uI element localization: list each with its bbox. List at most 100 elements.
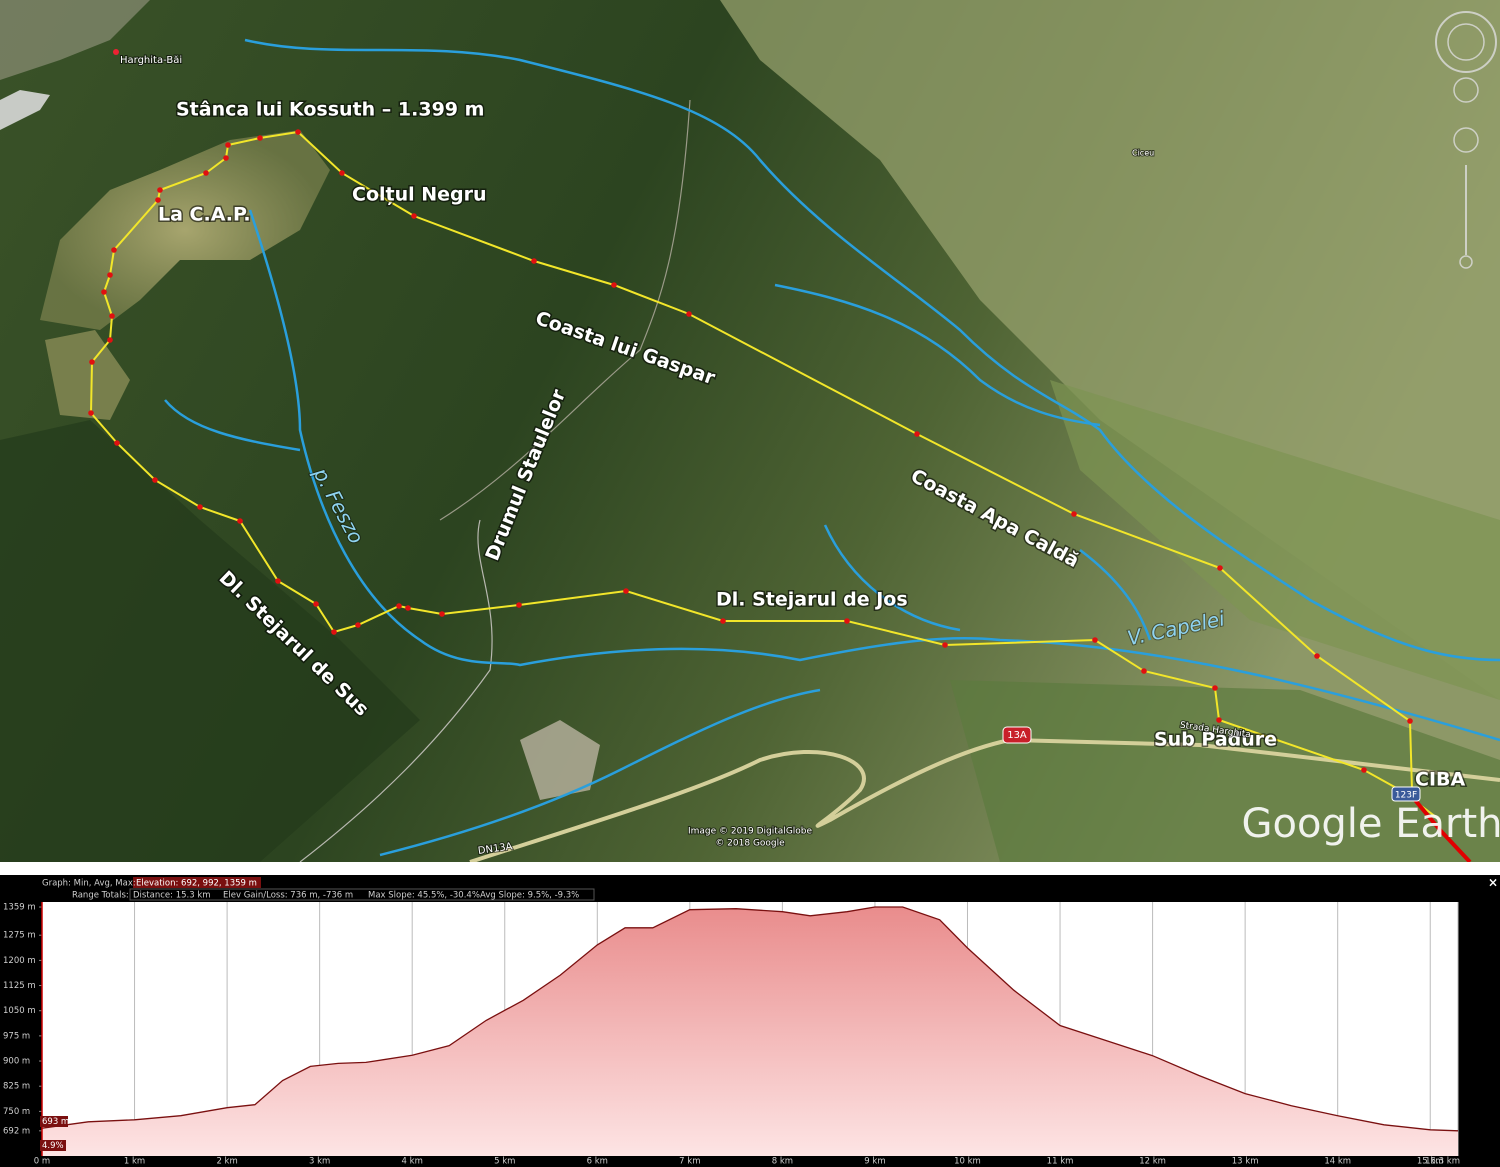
map-label: Colțul Negru	[352, 184, 487, 206]
waypoint	[197, 504, 203, 510]
y-tick-label: 1359 m	[3, 903, 36, 913]
header-value: Elev Gain/Loss: 736 m, -736 m	[223, 891, 353, 901]
waypoint	[411, 213, 417, 219]
waypoint	[516, 602, 522, 608]
map-label: La C.A.P.	[158, 204, 251, 226]
cursor-box	[40, 1116, 68, 1127]
header-label: Graph: Min, Avg, Max:	[42, 879, 136, 889]
attribution: © 2018 Google	[715, 839, 785, 849]
waypoint	[942, 642, 948, 648]
waypoint	[107, 337, 113, 343]
elevation-area	[42, 907, 1458, 1156]
waypoint	[396, 603, 402, 609]
y-tick-label: 900 m	[3, 1057, 30, 1067]
waypoint	[531, 258, 537, 264]
x-tick-label: 5 km	[494, 1157, 515, 1167]
x-tick-label: 11 km	[1047, 1157, 1074, 1167]
river	[164, 399, 301, 452]
waypoint	[1217, 565, 1223, 571]
waypoint	[1216, 717, 1222, 723]
waypoint	[313, 601, 319, 607]
map-label: Sub Padure	[1154, 729, 1277, 751]
y-tick-label: 692 m	[3, 1126, 30, 1136]
x-tick-label: 15.3 km	[1425, 1157, 1460, 1167]
road	[439, 99, 691, 521]
river	[379, 688, 821, 857]
route-end	[1413, 798, 1472, 862]
waypoint	[405, 605, 411, 611]
waypoint	[107, 272, 113, 278]
waypoint	[686, 311, 692, 317]
river	[823, 524, 961, 632]
elevation-line	[41, 906, 1459, 1132]
waypoint	[225, 142, 231, 148]
move-control[interactable]	[1453, 127, 1479, 153]
x-tick-label: 3 km	[309, 1157, 330, 1167]
header-label: Range Totals:	[72, 891, 129, 901]
compass-ring[interactable]	[1435, 11, 1497, 73]
waypoints	[88, 129, 1413, 773]
x-tick-label: 8 km	[772, 1157, 793, 1167]
zoom-out[interactable]	[1459, 255, 1473, 269]
waypoint	[1212, 685, 1218, 691]
attribution: Image © 2019 DigitalGlobe	[688, 827, 813, 837]
waypoint	[275, 578, 281, 584]
waypoint	[257, 135, 263, 141]
x-tick-label: 14 km	[1324, 1157, 1351, 1167]
y-tick-label: 1125 m	[3, 981, 36, 991]
y-tick-label: 825 m	[3, 1082, 30, 1092]
y-tick-label: 750 m	[3, 1107, 30, 1117]
waypoint	[237, 518, 243, 524]
waypoint	[1141, 668, 1147, 674]
road-shield	[1002, 726, 1032, 744]
waypoint	[439, 611, 445, 617]
waypoint	[1071, 511, 1077, 517]
road-shield	[1391, 786, 1421, 802]
waypoint	[114, 440, 120, 446]
waypoint	[1361, 767, 1367, 773]
waypoint	[1314, 653, 1320, 659]
waypoint	[611, 282, 617, 288]
header-value: Distance: 15.3 km	[133, 891, 211, 901]
navigation-control[interactable]	[1435, 11, 1497, 269]
river	[248, 209, 1500, 742]
waypoint	[203, 170, 209, 176]
river	[244, 38, 1500, 662]
rivers	[164, 38, 1500, 857]
waypoint	[295, 129, 301, 135]
x-tick-label: 12 km	[1139, 1157, 1166, 1167]
header-value: Max Slope: 45.5%, -30.4%	[368, 891, 480, 901]
forest	[0, 420, 420, 862]
map-label: CIBA	[1415, 769, 1465, 791]
waypoint	[157, 187, 163, 193]
road	[299, 519, 493, 862]
waypoint	[109, 313, 115, 319]
x-tick-label: 1 km	[124, 1157, 145, 1167]
place-marker	[113, 49, 119, 55]
map-label: Dl. Stejarul de Jos	[716, 589, 908, 611]
road-shield-label: 13A	[1007, 730, 1027, 741]
cursor-slope: 4.9%	[42, 1141, 64, 1151]
x-tick-label: 10 km	[954, 1157, 981, 1167]
waypoint	[1407, 718, 1413, 724]
x-tick-label: 15 km	[1417, 1157, 1444, 1167]
waypoint	[914, 431, 920, 437]
place-label: Harghita-Băi	[120, 55, 182, 66]
waypoint	[331, 629, 337, 635]
waypoint	[89, 359, 95, 365]
village-fields	[950, 680, 1500, 862]
road	[469, 737, 1500, 862]
waypoint	[152, 477, 158, 483]
waypoint	[223, 155, 229, 161]
look-control[interactable]	[1453, 77, 1479, 103]
waypoint	[1092, 637, 1098, 643]
x-tick-label: 9 km	[864, 1157, 885, 1167]
x-tick-label: 0 m	[34, 1157, 50, 1167]
elevation-box	[133, 877, 261, 888]
x-tick-label: 6 km	[587, 1157, 608, 1167]
logo: Google Earth	[1241, 801, 1500, 847]
close-button[interactable]: ×	[1488, 876, 1498, 890]
quarry	[0, 90, 50, 130]
compass[interactable]	[1447, 23, 1485, 61]
